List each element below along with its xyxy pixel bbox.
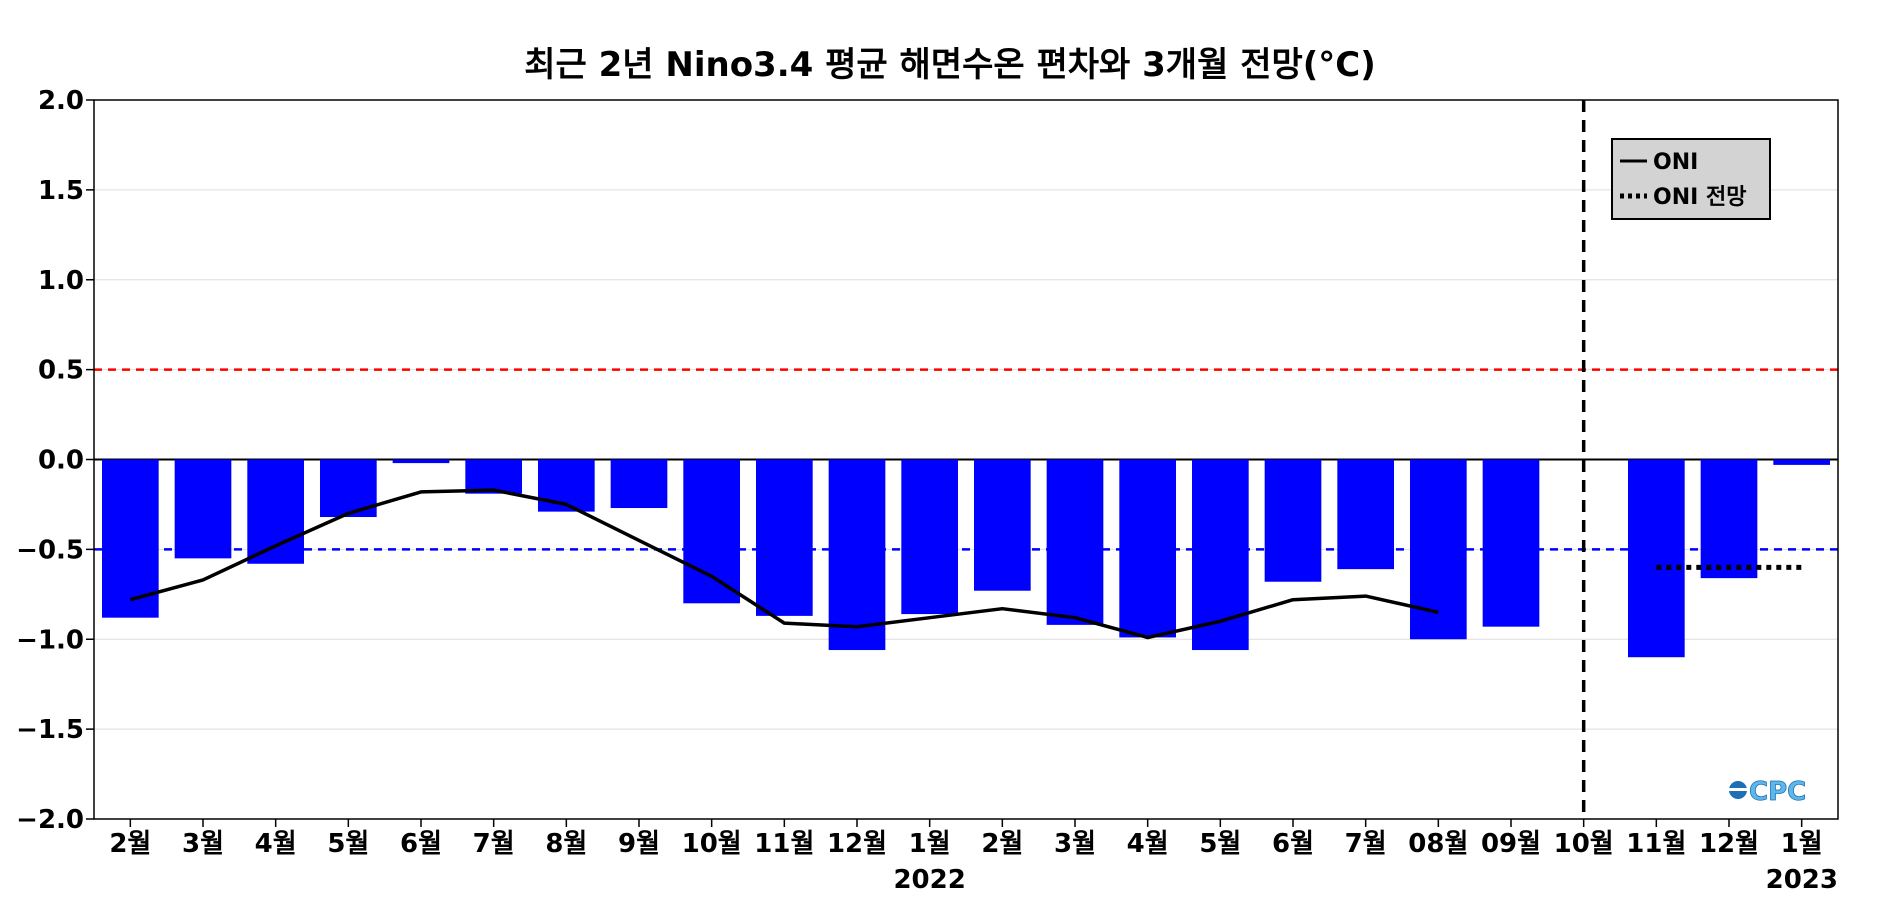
x-tick-label: 2월 bbox=[981, 829, 1023, 859]
anomaly-bars bbox=[101, 459, 1831, 658]
y-tick-label: 1.5 bbox=[38, 176, 84, 206]
anomaly-bar bbox=[1264, 459, 1322, 582]
anomaly-bar bbox=[1627, 459, 1685, 658]
chart-legend: ONI ONI 전망 bbox=[1611, 138, 1771, 220]
x-tick-label: 11월 bbox=[1626, 829, 1686, 859]
x-tick-label: 1월 bbox=[909, 829, 951, 859]
x-tick-label: 08월 bbox=[1408, 829, 1468, 859]
x-tick-label: 1월 bbox=[1781, 829, 1823, 859]
cpc-logo-band bbox=[1729, 788, 1747, 791]
x-tick-label: 10월 bbox=[1554, 829, 1614, 859]
legend-label-oni: ONI bbox=[1653, 150, 1698, 175]
y-tick-label: −2.0 bbox=[16, 805, 84, 835]
year-labels: 2022 2023 bbox=[893, 865, 1838, 895]
chart-title: 최근 2년 Nino3.4 평균 해면수온 편차와 3개월 전망(°C) bbox=[524, 45, 1376, 85]
x-tick-label: 11월 bbox=[754, 829, 814, 859]
x-tick-label: 6월 bbox=[1272, 829, 1314, 859]
x-tick-label: 4월 bbox=[255, 829, 297, 859]
y-tick-label: 0.5 bbox=[38, 356, 84, 386]
anomaly-bar bbox=[247, 459, 305, 564]
anomaly-bar bbox=[465, 459, 523, 494]
x-axis-ticks: 2월 3월 4월 5월 6월 7월 8월 9월 10월 11월 12월 1월 2월 3월 4월 5월 6월 7월 0… bbox=[109, 819, 1823, 859]
x-tick-label: 7월 bbox=[473, 829, 515, 859]
x-tick-label: 10월 bbox=[682, 829, 742, 859]
x-tick-label: 4월 bbox=[1127, 829, 1169, 859]
x-tick-label: 3월 bbox=[182, 829, 224, 859]
oni-line bbox=[129, 488, 1439, 640]
legend-label-oni-forecast: ONI 전망 bbox=[1653, 185, 1746, 210]
cpc-logo: CPC bbox=[1729, 777, 1807, 807]
anomaly-bar bbox=[174, 459, 232, 559]
y-tick-label: 1.0 bbox=[38, 266, 84, 296]
y-tick-label: 2.0 bbox=[38, 86, 84, 116]
y-axis-ticks: 2.0 1.5 1.0 0.5 0.0 −0.5 −1.0 −1.5 −2.0 bbox=[16, 86, 94, 835]
cpc-logo-text: CPC bbox=[1749, 777, 1806, 807]
anomaly-bar bbox=[1119, 459, 1177, 638]
anomaly-bar bbox=[901, 459, 959, 615]
x-tick-label: 3월 bbox=[1054, 829, 1096, 859]
legend-box bbox=[1611, 138, 1771, 220]
anomaly-bar bbox=[1482, 459, 1540, 627]
y-tick-label: −0.5 bbox=[16, 535, 84, 565]
x-tick-label: 7월 bbox=[1345, 829, 1387, 859]
x-tick-label: 12월 bbox=[1699, 829, 1759, 859]
anomaly-bar bbox=[610, 459, 668, 509]
anomaly-bar bbox=[973, 459, 1031, 591]
anomaly-bar bbox=[1409, 459, 1467, 640]
x-tick-label: 2월 bbox=[109, 829, 151, 859]
x-tick-label: 6월 bbox=[400, 829, 442, 859]
anomaly-bar bbox=[828, 459, 886, 651]
x-tick-label: 5월 bbox=[327, 829, 369, 859]
x-tick-label: 5월 bbox=[1199, 829, 1241, 859]
anomaly-bar bbox=[1191, 459, 1249, 651]
anomaly-bar bbox=[1046, 459, 1104, 625]
x-tick-label: 09월 bbox=[1481, 829, 1541, 859]
anomaly-bar bbox=[1700, 459, 1758, 579]
anomaly-bar bbox=[1773, 459, 1831, 465]
x-tick-label: 12월 bbox=[827, 829, 887, 859]
x-tick-label: 8월 bbox=[545, 829, 587, 859]
anomaly-bar bbox=[392, 459, 450, 464]
y-tick-label: −1.5 bbox=[16, 715, 84, 745]
x-tick-label: 9월 bbox=[618, 829, 660, 859]
y-tick-label: 0.0 bbox=[38, 446, 84, 476]
year-label: 2023 bbox=[1766, 865, 1838, 895]
anomaly-bar bbox=[101, 459, 159, 618]
anomaly-bar bbox=[1337, 459, 1395, 570]
year-label: 2022 bbox=[893, 865, 965, 895]
oni-lines bbox=[129, 488, 1802, 640]
y-tick-label: −1.0 bbox=[16, 625, 84, 655]
anomaly-bar bbox=[755, 459, 813, 616]
anomaly-bar bbox=[683, 459, 741, 604]
reference-lines bbox=[94, 100, 1838, 819]
